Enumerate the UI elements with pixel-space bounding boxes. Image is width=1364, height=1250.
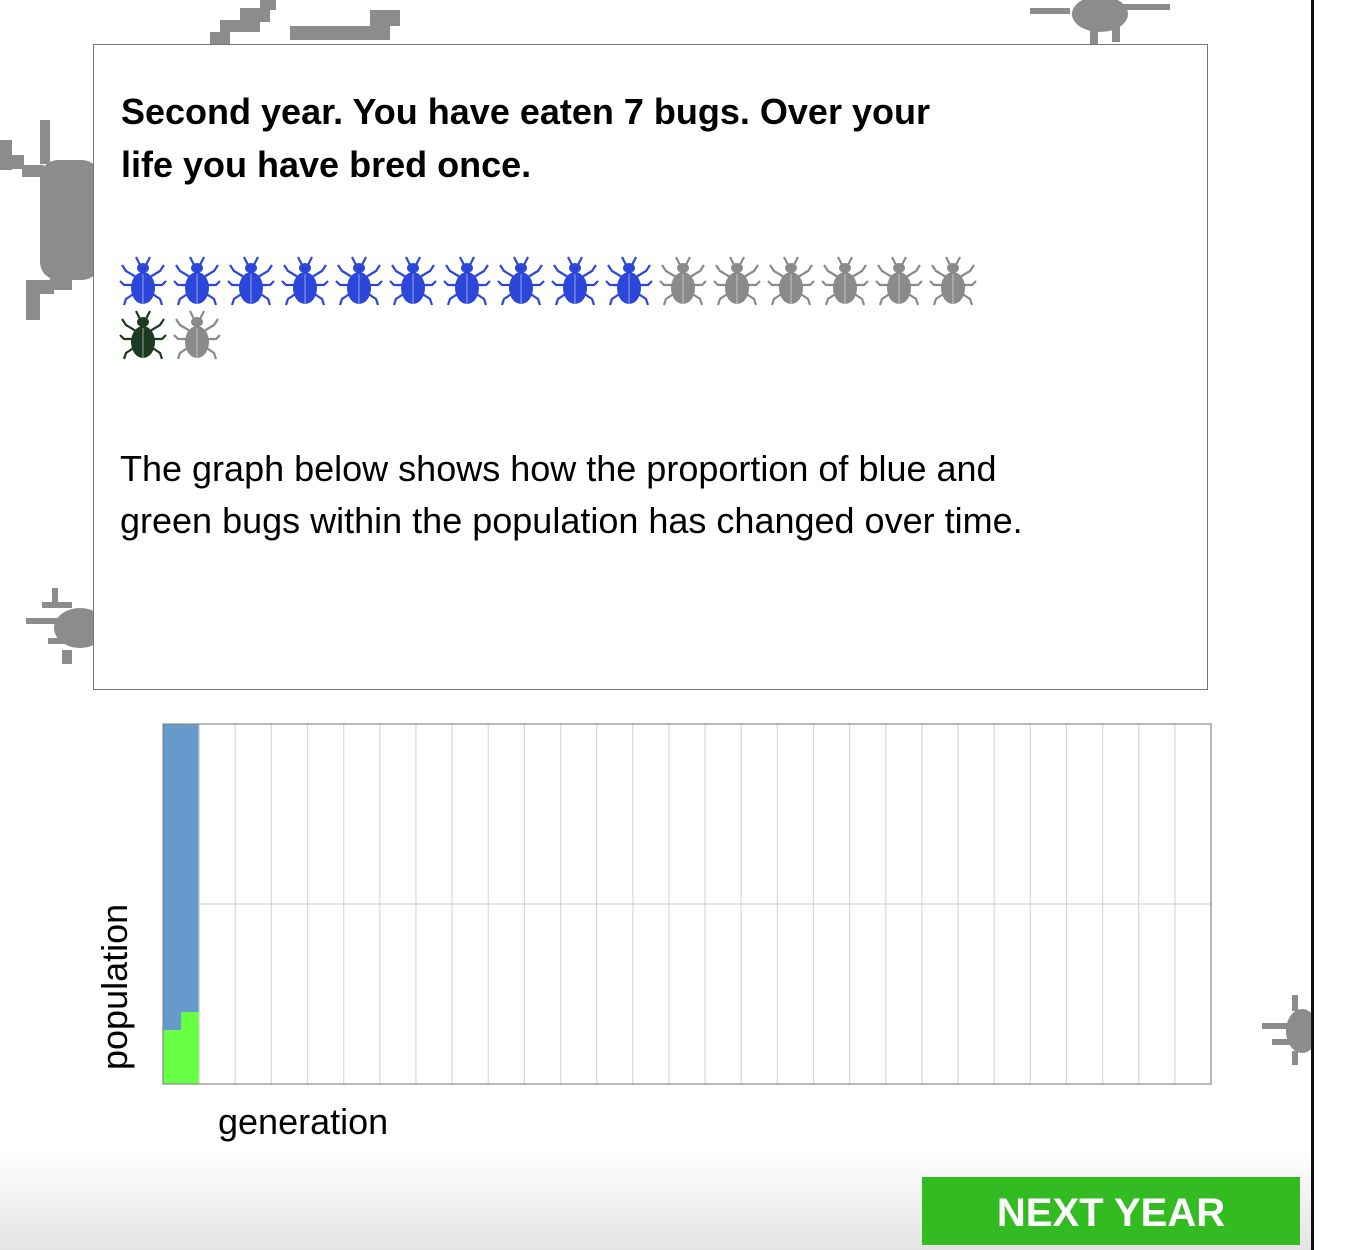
blue-population-bar (181, 724, 200, 1012)
right-edge-border (1311, 0, 1314, 1250)
gray-bug-icon (170, 309, 224, 363)
x-axis-label: generation (218, 1101, 389, 1142)
blue-bug-icon (332, 255, 386, 309)
blue-bug-icon (494, 255, 548, 309)
background-bug-topright-icon (1030, 0, 1170, 44)
y-axis-label: population (94, 903, 135, 1070)
green-bug-icon (116, 309, 170, 363)
offspring-bug-list (116, 255, 986, 363)
year-summary-headline: Second year. You have eaten 7 bugs. Over… (121, 91, 930, 185)
blue-bug-icon (278, 255, 332, 309)
chart-frame (162, 723, 1212, 1085)
gray-bug-icon (818, 255, 872, 309)
message-panel: Second year. You have eaten 7 bugs. Over… (93, 44, 1208, 690)
background-bug-left-icon (0, 120, 100, 320)
background-bug-midleft-icon (26, 588, 102, 664)
blue-bug-icon (224, 255, 278, 309)
background-bug-top-icon (210, 0, 400, 46)
population-chart (162, 723, 1212, 1085)
blue-bug-icon (116, 255, 170, 309)
blue-population-bar (163, 724, 182, 1030)
blue-bug-icon (548, 255, 602, 309)
graph-description: The graph below shows how the proportion… (120, 448, 1023, 541)
next-year-button[interactable]: NEXT YEAR (922, 1177, 1300, 1245)
blue-bug-icon (440, 255, 494, 309)
gray-bug-icon (764, 255, 818, 309)
blue-bug-icon (170, 255, 224, 309)
blue-bug-icon (602, 255, 656, 309)
background-bug-right-icon (1262, 995, 1314, 1065)
green-population-bar (163, 1030, 182, 1084)
green-population-bar (181, 1012, 200, 1084)
gray-bug-icon (656, 255, 710, 309)
blue-bug-icon (386, 255, 440, 309)
gray-bug-icon (710, 255, 764, 309)
gray-bug-icon (872, 255, 926, 309)
gray-bug-icon (926, 255, 980, 309)
